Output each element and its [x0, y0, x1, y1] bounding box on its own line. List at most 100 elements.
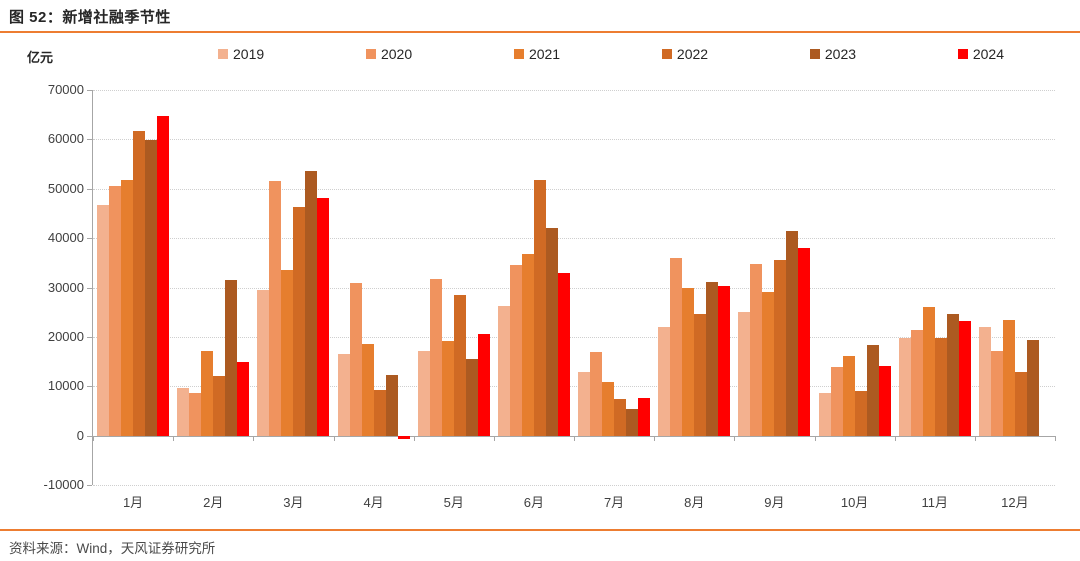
bar-2022-2月 — [213, 375, 226, 436]
x-axis-tick — [413, 435, 415, 441]
bar-2023-10月 — [866, 345, 879, 436]
header-accent-rule — [0, 31, 1080, 33]
legend-label-2023: 2023 — [824, 46, 857, 62]
y-tick-label: 20000 — [47, 328, 84, 344]
x-tick-label: 9月 — [764, 495, 785, 510]
x-axis-tick — [173, 435, 175, 441]
y-tick-label: 10000 — [47, 378, 84, 394]
bar-2020-7月 — [590, 352, 603, 436]
h-gridline-70000 — [93, 90, 1055, 91]
x-tick-label: 2月 — [203, 495, 224, 510]
h-gridline-20000 — [93, 336, 1055, 338]
y-axis-tick — [87, 485, 92, 486]
bar-2021-10月 — [842, 356, 855, 436]
legend-item-2023: 2023 — [809, 46, 857, 62]
x-axis-tick — [93, 435, 94, 441]
x-axis-tick — [253, 435, 255, 441]
bar-2019-10月 — [818, 392, 831, 436]
bar-2020-8月 — [670, 258, 683, 436]
bar-2019-1月 — [97, 204, 110, 436]
plot-area: 1月 2月 3月 4月 5月 6月 7月 8月 9月 10月 11月 12月 — [87, 90, 1056, 510]
y-axis-tick — [87, 386, 92, 388]
x-axis-tick — [654, 435, 656, 441]
legend-label-2024: 2024 — [972, 46, 1004, 62]
x-axis-tick — [974, 435, 976, 441]
y-axis-labels: 70000 60000 50000 40000 30000 20000 10000 0 -100… — [0, 0, 84, 561]
legend-swatch-2022 — [661, 49, 672, 59]
x-axis-tick — [574, 435, 575, 441]
x-tick-label: 12月 — [1001, 495, 1029, 510]
x-tick-label: 10月 — [840, 495, 869, 510]
y-axis-unit-label: 亿元 — [27, 50, 54, 65]
x-axis-tick — [1055, 435, 1056, 441]
bar-2023-1月 — [145, 139, 158, 436]
bar-2022-9月 — [774, 260, 787, 436]
bar-2021-11月 — [922, 307, 935, 436]
h-gridline-40000 — [93, 238, 1055, 240]
h-gridline-30000 — [93, 287, 1055, 289]
h-gridline-50000 — [93, 188, 1055, 190]
legend-item-2024: 2024 — [957, 46, 1004, 62]
bar-2020-9月 — [750, 264, 763, 436]
bar-2020-11月 — [910, 330, 923, 436]
legend-swatch-2019 — [218, 49, 228, 59]
legend-label-2020: 2020 — [380, 46, 413, 62]
bar-2020-1月 — [109, 186, 122, 436]
bar-2024-5月 — [477, 333, 490, 436]
bar-2022-10月 — [854, 391, 867, 436]
bar-2021-8月 — [682, 288, 695, 436]
chart-legend: 2019 2020 2021 2022 2023 2024 — [218, 46, 1004, 62]
x-axis-tick — [814, 435, 816, 441]
y-tick-label: 30000 — [47, 279, 84, 295]
bar-2023-9月 — [786, 231, 799, 436]
bar-2022-3月 — [293, 207, 306, 436]
y-axis-tick — [87, 435, 92, 437]
bar-2020-10月 — [830, 366, 843, 436]
bar-2023-11月 — [946, 313, 959, 436]
x-axis-tick — [734, 435, 736, 441]
legend-item-2019: 2019 — [218, 46, 264, 62]
legend-swatch-2023 — [809, 49, 820, 59]
x-axis-tick — [894, 435, 896, 441]
legend-item-2022: 2022 — [661, 46, 709, 62]
bar-2022-11月 — [934, 338, 947, 436]
bar-2019-6月 — [497, 305, 510, 436]
bar-2019-3月 — [257, 289, 270, 436]
bar-2023-7月 — [626, 409, 639, 436]
y-tick-label: -10000 — [43, 477, 84, 492]
x-tick-label: 6月 — [523, 495, 545, 510]
h-gridline-60000 — [93, 139, 1055, 141]
x-axis-tick — [333, 435, 335, 441]
bar-2024-3月 — [317, 197, 330, 436]
bar-2019-7月 — [578, 371, 591, 436]
legend-item-2021: 2021 — [513, 46, 560, 62]
bar-2022-1月 — [133, 130, 146, 436]
bar-2020-12月 — [990, 351, 1003, 436]
legend-item-2020: 2020 — [365, 46, 413, 62]
bar-2024-4月 — [397, 435, 410, 439]
y-axis-tick — [87, 139, 92, 141]
bar-2021-9月 — [762, 292, 775, 436]
bar-2019-11月 — [898, 337, 911, 436]
bar-2022-7月 — [614, 398, 627, 436]
bar-2020-5月 — [429, 279, 442, 436]
bar-2023-6月 — [545, 228, 558, 436]
bar-2024-1月 — [157, 116, 170, 436]
legend-swatch-2024 — [957, 49, 968, 59]
bar-2022-5月 — [453, 295, 466, 436]
bar-2024-2月 — [237, 361, 250, 436]
x-tick-label: 7月 — [603, 495, 625, 510]
bar-2023-12月 — [1026, 340, 1039, 436]
y-tick-label: 50000 — [47, 180, 84, 196]
x-axis-tick — [493, 435, 495, 441]
legend-label-2019: 2019 — [233, 46, 265, 62]
x-tick-label: 11月 — [921, 495, 948, 510]
h-gridline-10000 — [93, 386, 1055, 388]
bar-2024-6月 — [557, 273, 570, 436]
legend-label-2022: 2022 — [676, 46, 709, 62]
figure-title: 图 52：新增社融季节性 — [9, 9, 171, 26]
bar-2023-8月 — [706, 281, 719, 436]
bar-2024-8月 — [718, 286, 731, 436]
bar-2019-8月 — [658, 327, 671, 436]
bar-2021-3月 — [281, 269, 294, 436]
